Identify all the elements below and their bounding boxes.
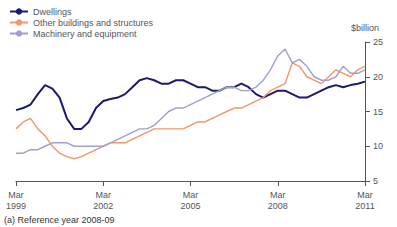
svg-text:Mar: Mar: [8, 190, 24, 200]
svg-text:Mar: Mar: [357, 190, 373, 200]
svg-text:2011: 2011: [355, 201, 374, 211]
svg-text:$billion: $billion: [351, 23, 379, 33]
svg-text:Dwellings: Dwellings: [33, 7, 72, 17]
svg-text:(a) Reference year 2008-09: (a) Reference year 2008-09: [4, 215, 115, 225]
svg-text:Mar: Mar: [270, 190, 286, 200]
svg-text:10: 10: [373, 141, 383, 151]
svg-text:Mar: Mar: [96, 190, 112, 200]
svg-text:Machinery and equipment: Machinery and equipment: [33, 29, 137, 39]
svg-text:2008: 2008: [268, 201, 288, 211]
svg-text:1999: 1999: [6, 201, 26, 211]
svg-text:25: 25: [373, 37, 383, 47]
svg-text:15: 15: [373, 107, 383, 117]
svg-text:Other buildings and structures: Other buildings and structures: [33, 18, 154, 28]
svg-text:Mar: Mar: [183, 190, 199, 200]
svg-text:2005: 2005: [180, 201, 200, 211]
svg-text:2002: 2002: [93, 201, 113, 211]
svg-text:5: 5: [373, 176, 378, 186]
svg-text:20: 20: [373, 72, 383, 82]
